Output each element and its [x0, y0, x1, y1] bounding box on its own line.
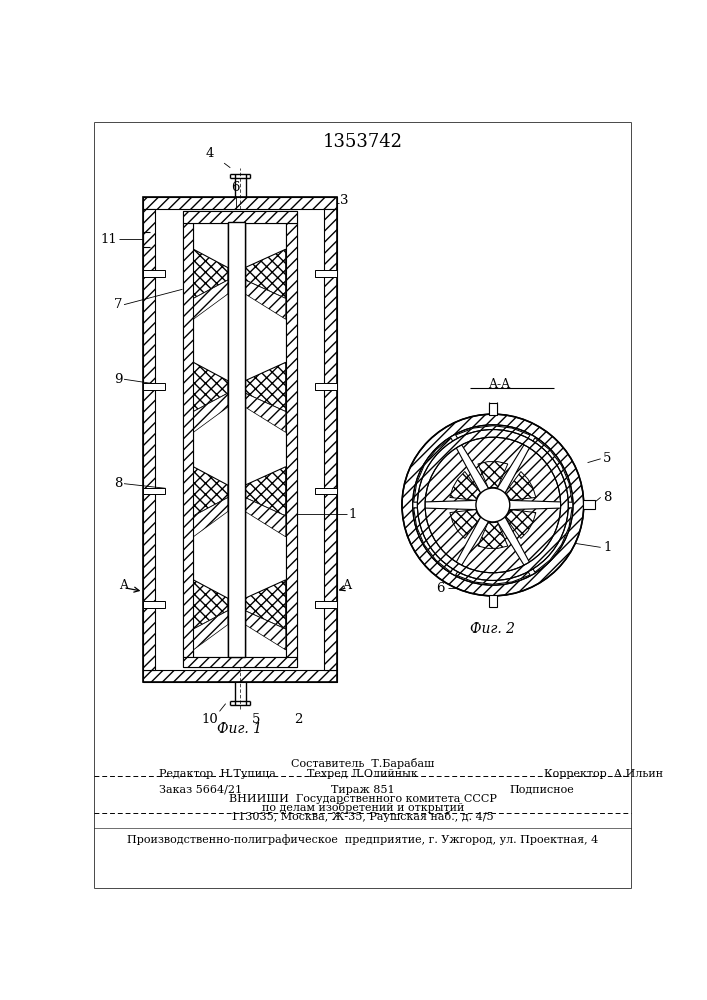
Text: 1: 1 [349, 508, 357, 521]
Bar [286, 223, 296, 657]
Text: 8: 8 [603, 491, 612, 504]
Text: Заказ 5664/21: Заказ 5664/21 [160, 785, 243, 795]
Text: Производственно-полиграфическое  предприятие, г. Ужгород, ул. Проектная, 4: Производственно-полиграфическое предприя… [127, 834, 598, 845]
Text: A-A: A-A [488, 378, 510, 391]
Polygon shape [506, 438, 572, 502]
Text: A: A [342, 579, 351, 592]
Text: по делам изобретений и открытий: по делам изобретений и открытий [262, 802, 464, 813]
Polygon shape [414, 438, 480, 502]
Bar [286, 223, 296, 657]
Polygon shape [245, 580, 286, 629]
Text: 4: 4 [205, 147, 214, 160]
Bar [182, 211, 296, 223]
Bar [182, 657, 296, 667]
Text: Составитель  Т.Барабаш: Составитель Т.Барабаш [291, 758, 434, 769]
Polygon shape [193, 611, 228, 650]
Polygon shape [245, 362, 286, 412]
Bar [143, 197, 337, 209]
Polygon shape [414, 508, 480, 572]
Text: Фиг. 1: Фиг. 1 [217, 722, 262, 736]
Text: 7: 7 [114, 298, 122, 311]
Bar [315, 488, 337, 494]
Text: Редактор  Н.Тупица: Редактор Н.Тупица [160, 769, 276, 779]
Bar [182, 657, 296, 667]
Text: 6: 6 [231, 181, 240, 194]
Bar [228, 222, 245, 657]
Bar [182, 223, 193, 657]
Text: Техред Л.Олийнык: Техред Л.Олийнык [308, 769, 418, 779]
Polygon shape [193, 393, 228, 432]
Text: 8: 8 [114, 477, 122, 490]
Text: 1353742: 1353742 [322, 133, 403, 151]
Circle shape [476, 488, 510, 522]
Polygon shape [506, 508, 572, 572]
Polygon shape [506, 472, 536, 500]
Bar [143, 209, 155, 670]
Bar [143, 670, 337, 682]
Bar [315, 270, 337, 277]
Polygon shape [478, 522, 508, 548]
Polygon shape [450, 472, 480, 500]
Bar [143, 197, 337, 682]
Polygon shape [245, 498, 286, 537]
Polygon shape [245, 280, 286, 319]
Polygon shape [193, 280, 228, 319]
Bar [144, 270, 165, 277]
Text: 3: 3 [340, 194, 349, 207]
Polygon shape [455, 426, 530, 488]
Polygon shape [245, 467, 286, 516]
Text: 6: 6 [436, 582, 445, 595]
Text: Тираж 851: Тираж 851 [331, 785, 395, 795]
Polygon shape [193, 362, 228, 412]
Text: 2: 2 [294, 713, 302, 726]
Bar [489, 403, 498, 415]
Polygon shape [245, 611, 286, 650]
Text: Фиг. 2: Фиг. 2 [470, 622, 515, 636]
Text: 11: 11 [100, 233, 117, 246]
Text: 9: 9 [114, 373, 122, 386]
Bar [315, 601, 337, 608]
Text: 5: 5 [603, 452, 612, 465]
Bar [144, 601, 165, 608]
Text: 1: 1 [603, 541, 612, 554]
Bar [315, 383, 337, 390]
Polygon shape [506, 510, 536, 538]
Bar [583, 500, 595, 509]
Bar [144, 488, 165, 494]
Circle shape [414, 426, 572, 584]
Bar [228, 222, 245, 657]
Text: A: A [119, 579, 128, 592]
Bar [489, 595, 498, 607]
Text: 5: 5 [252, 713, 261, 726]
Polygon shape [245, 393, 286, 432]
Polygon shape [193, 498, 228, 537]
Polygon shape [193, 249, 228, 298]
Text: 113035, Москва, Ж-35, Раушская наб., д. 4/5: 113035, Москва, Ж-35, Раушская наб., д. … [231, 811, 494, 822]
Text: 10: 10 [201, 713, 218, 726]
Polygon shape [450, 510, 480, 538]
Polygon shape [478, 462, 508, 488]
Polygon shape [455, 522, 530, 584]
Bar [182, 223, 193, 657]
Text: Корректор  А.Ильин: Корректор А.Ильин [544, 769, 664, 779]
Text: Подписное: Подписное [510, 785, 575, 795]
Polygon shape [193, 580, 228, 629]
Bar [144, 383, 165, 390]
Bar [325, 209, 337, 670]
Polygon shape [245, 249, 286, 298]
Text: ВНИИШИ  Государственного комитета СССР: ВНИИШИ Государственного комитета СССР [229, 794, 496, 804]
Bar [182, 211, 296, 223]
Polygon shape [193, 467, 228, 516]
